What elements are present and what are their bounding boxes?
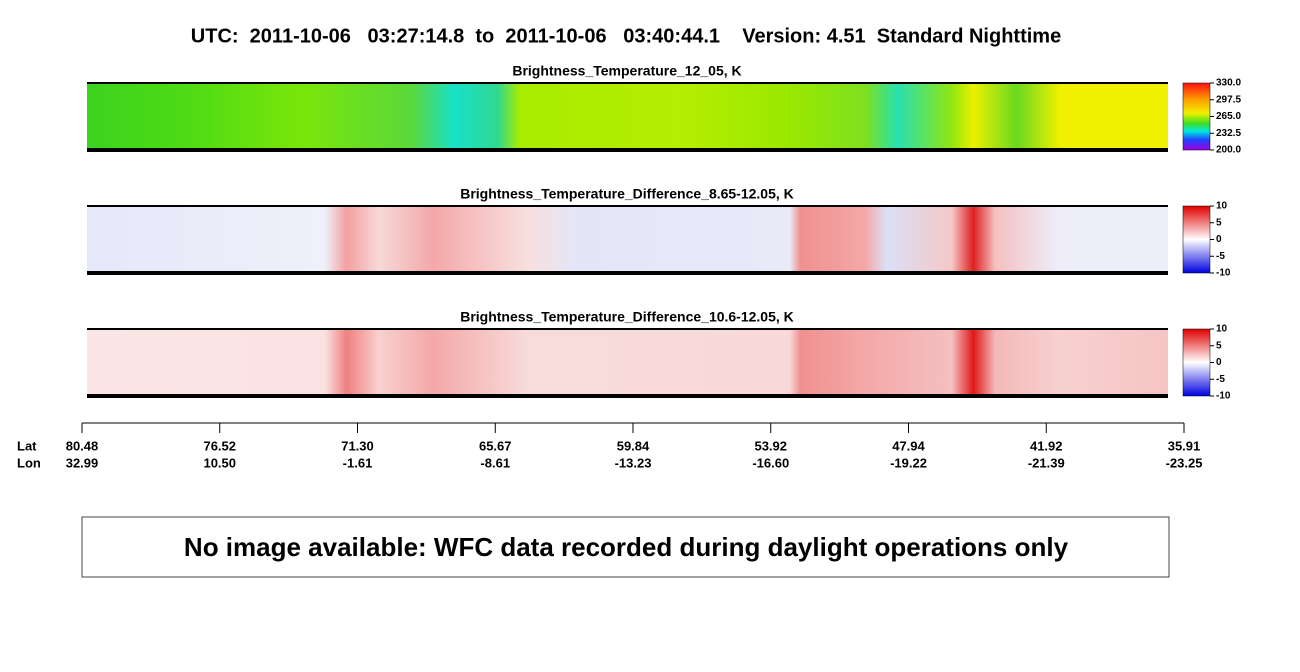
colorbar-label: 200.0 xyxy=(1216,145,1241,156)
lon-tick-label: -19.22 xyxy=(890,455,927,470)
lon-label: Lon xyxy=(17,455,41,470)
lat-tick-label: 59.84 xyxy=(617,438,650,453)
lon-tick-label: -23.25 xyxy=(1166,455,1203,470)
colorbar-label: 5 xyxy=(1216,340,1222,351)
colorbar-label: 0 xyxy=(1216,234,1222,245)
colorbar-label: 232.5 xyxy=(1216,128,1241,139)
colorbar-label: 10 xyxy=(1216,324,1228,335)
colorbar-label: -5 xyxy=(1216,251,1225,262)
colorbar-label: -10 xyxy=(1216,391,1231,402)
page-title: UTC: 2011-10-06 03:27:14.8 to 2011-10-06… xyxy=(191,25,1061,47)
colorbar-label: 10 xyxy=(1216,201,1228,212)
lat-tick-label: 76.52 xyxy=(203,438,236,453)
lon-tick-label: -21.39 xyxy=(1028,455,1065,470)
lat-label: Lat xyxy=(17,438,37,453)
lat-tick-label: 35.91 xyxy=(1168,438,1201,453)
panel-image xyxy=(87,329,1168,396)
colorbar-label: 5 xyxy=(1216,217,1222,228)
colorbar-label: 0 xyxy=(1216,357,1222,368)
panel-title: Brightness_Temperature_Difference_8.65-1… xyxy=(460,186,794,202)
panel-image xyxy=(87,206,1168,273)
lat-tick-label: 53.92 xyxy=(754,438,787,453)
colorbar-label: -10 xyxy=(1216,268,1231,279)
lat-tick-label: 71.30 xyxy=(341,438,374,453)
colorbar xyxy=(1182,205,1211,274)
notice-box xyxy=(81,516,1170,578)
panel-title: Brightness_Temperature_12_05, K xyxy=(512,63,741,79)
panel-image xyxy=(87,83,1168,150)
lon-tick-label: 32.99 xyxy=(66,455,99,470)
lat-tick-label: 65.67 xyxy=(479,438,512,453)
lat-tick-label: 47.94 xyxy=(892,438,925,453)
panel-title: Brightness_Temperature_Difference_10.6-1… xyxy=(460,309,794,325)
colorbar-label: 330.0 xyxy=(1216,78,1241,89)
lat-tick-label: 41.92 xyxy=(1030,438,1063,453)
colorbar-label: 265.0 xyxy=(1216,111,1241,122)
lon-tick-label: -13.23 xyxy=(615,455,652,470)
lon-tick-label: -8.61 xyxy=(480,455,510,470)
notice-text: No image available: WFC data recorded du… xyxy=(184,532,1069,562)
colorbar-label: 297.5 xyxy=(1216,94,1241,105)
lon-tick-label: -16.60 xyxy=(752,455,789,470)
colorbar xyxy=(1182,328,1211,397)
lon-tick-label: -1.61 xyxy=(343,455,373,470)
lon-tick-label: 10.50 xyxy=(203,455,236,470)
lat-tick-label: 80.48 xyxy=(66,438,99,453)
colorbar xyxy=(1182,82,1211,151)
colorbar-label: -5 xyxy=(1216,374,1225,385)
